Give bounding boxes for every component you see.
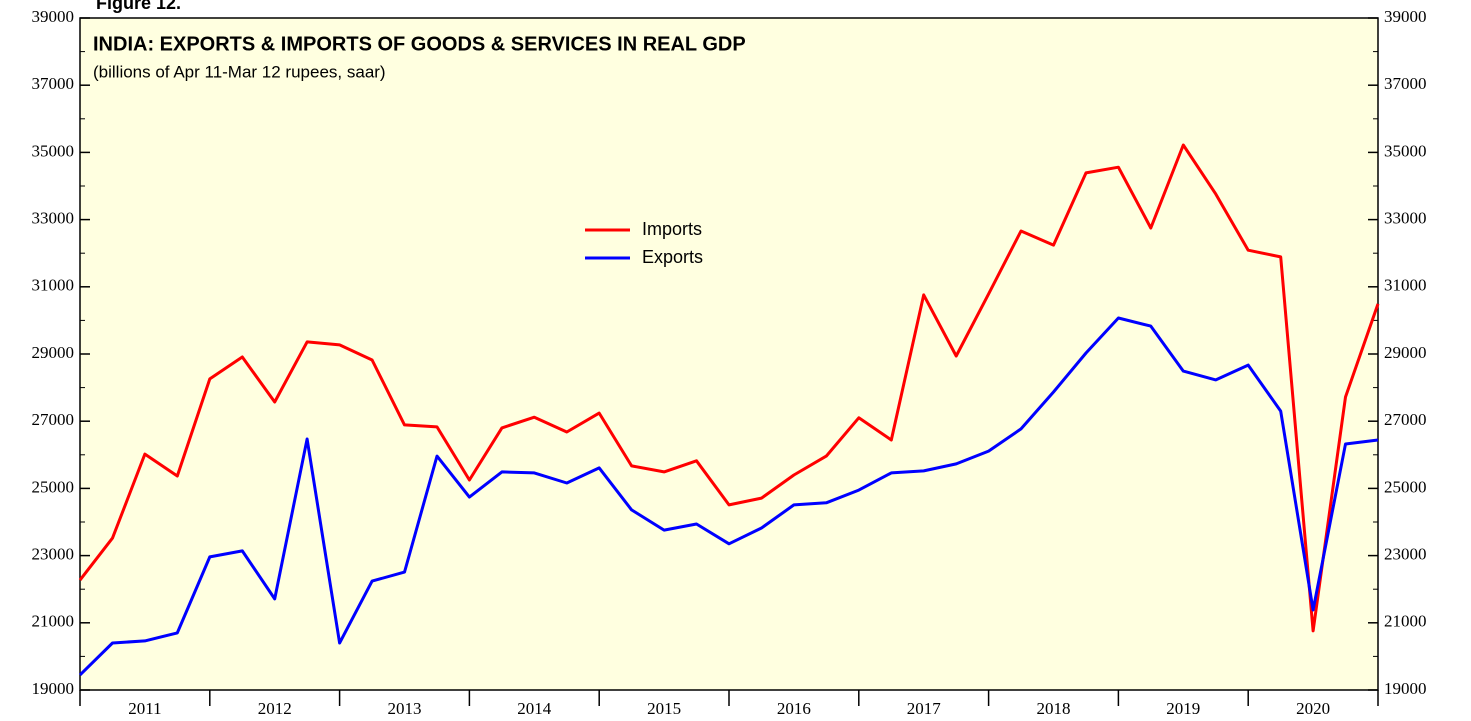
series-line	[78, 143, 1380, 633]
plot-area	[79, 17, 1379, 691]
series-line	[78, 316, 1379, 676]
y2-tick-label: 25000	[1384, 477, 1427, 496]
y-tick-label: 39000	[32, 7, 75, 26]
x-tick-label: 2019	[1166, 699, 1200, 718]
figure-label: Figure 12.	[96, 0, 181, 13]
y2-tick-label: 35000	[1384, 141, 1427, 160]
y2-tick-label: 19000	[1384, 679, 1427, 698]
y2-tick-label: 23000	[1384, 545, 1427, 564]
legend-label: Exports	[642, 247, 703, 267]
y-tick-label: 33000	[32, 209, 75, 228]
x-tick-label: 2016	[777, 699, 811, 718]
x-tick-label: 2020	[1296, 699, 1330, 718]
y2-tick-label: 33000	[1384, 209, 1427, 228]
x-tick-label: 2017	[907, 699, 942, 718]
y-tick-label: 19000	[32, 679, 75, 698]
y2-tick-label: 37000	[1384, 74, 1427, 93]
y-tick-label: 29000	[32, 343, 75, 362]
y-tick-label: 23000	[32, 545, 75, 564]
y-tick-label: 25000	[32, 477, 75, 496]
x-tick-label: 2013	[388, 699, 422, 718]
y-tick-label: 31000	[32, 276, 75, 295]
y-tick-label: 21000	[32, 612, 75, 631]
y2-tick-label: 21000	[1384, 612, 1427, 631]
y2-tick-label: 31000	[1384, 276, 1427, 295]
y2-tick-label: 27000	[1384, 410, 1427, 429]
chart-title: INDIA: EXPORTS & IMPORTS OF GOODS & SERV…	[93, 33, 746, 55]
chart-subtitle: (billions of Apr 11-Mar 12 rupees, saar)	[93, 62, 386, 81]
x-tick-label: 2018	[1037, 699, 1071, 718]
y2-tick-label: 39000	[1384, 7, 1427, 26]
y-tick-label: 27000	[32, 410, 75, 429]
x-tick-label: 2014	[517, 699, 552, 718]
legend-label: Imports	[642, 219, 702, 239]
x-tick-label: 2011	[128, 699, 161, 718]
y-tick-label: 37000	[32, 74, 75, 93]
y2-tick-label: 29000	[1384, 343, 1427, 362]
y-tick-label: 35000	[32, 141, 75, 160]
x-tick-label: 2015	[647, 699, 681, 718]
x-tick-label: 2012	[258, 699, 292, 718]
